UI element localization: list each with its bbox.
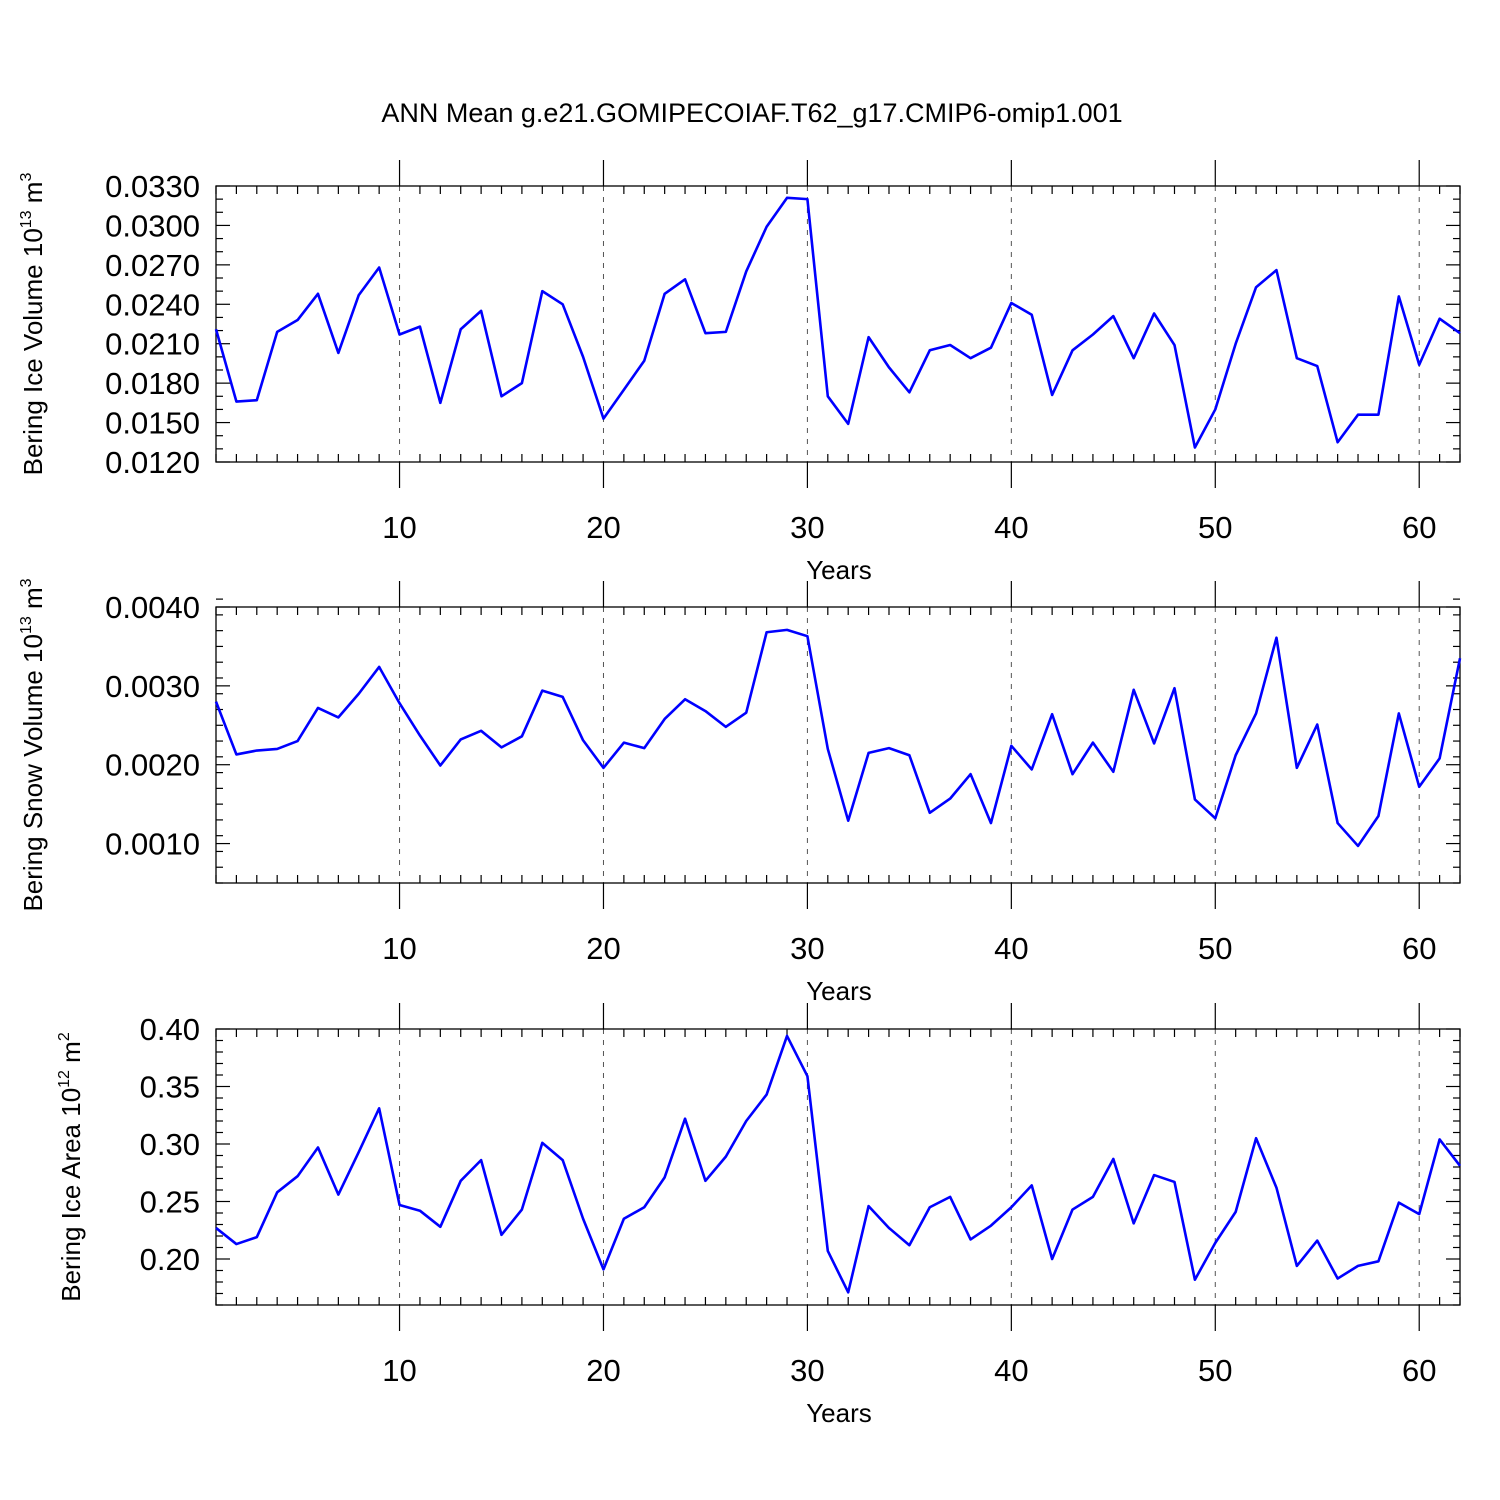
- x-tick-label: 40: [994, 510, 1028, 545]
- plot-frame: [215, 606, 1461, 884]
- y-axis-label-exponent: 12: [56, 1070, 73, 1088]
- y-tick-label: 0.0240: [105, 287, 200, 322]
- figure-title: ANN Mean g.e21.GOMIPECOIAF.T62_g17.CMIP6…: [381, 98, 1122, 128]
- y-tick-label: 0.0300: [105, 208, 200, 243]
- y-axis-label-unit: m: [56, 1041, 86, 1070]
- y-axis-label-exponent: 13: [18, 616, 35, 634]
- y-tick-label: 0.30: [140, 1127, 200, 1162]
- y-tick-label: 0.0120: [105, 445, 200, 480]
- plot-frame: [215, 185, 1461, 463]
- y-tick-label: 0.0010: [105, 827, 200, 862]
- y-axis-label-unit: m: [18, 587, 48, 616]
- y-axis-label-unit-exponent: 3: [18, 173, 35, 182]
- y-axis-label-unit: m: [18, 182, 48, 211]
- y-tick-label: 0.0210: [105, 327, 200, 362]
- y-axis-label-exponent: 13: [18, 210, 35, 228]
- y-axis-label-main: Bering Ice Area 10: [56, 1088, 86, 1302]
- x-tick-label: 30: [790, 1353, 824, 1388]
- y-tick-label: 0.0180: [105, 366, 200, 401]
- y-tick-label: 0.40: [140, 1012, 200, 1047]
- y-axis-label-main: Bering Snow Volume 10: [18, 634, 48, 912]
- y-axis-label: Bering Ice Area 1012 m2: [56, 1032, 86, 1302]
- panel-1: 10 20 30 40 50 60 Years 0.0120 0.0150 0.0180 0.021…: [18, 160, 1461, 585]
- panels: 10 20 30 40 50 60 Years 0.0120 0.0150 0.0180 0.021…: [18, 160, 1462, 1428]
- panel-3: 10 20 30 40 50 60 Years 0.20 0.25 0.30 0.35 0.40 Ber…: [56, 1003, 1462, 1428]
- x-tick-label: 60: [1402, 931, 1436, 966]
- y-axis-label-unit-exponent: 2: [56, 1032, 73, 1041]
- y-tick-label: 0.0270: [105, 248, 200, 283]
- x-axis-label: Years: [806, 555, 872, 585]
- x-tick-label: 10: [382, 931, 416, 966]
- y-tick-label: 0.0040: [105, 590, 200, 625]
- y-axis-label: Bering Snow Volume 1013 m3: [18, 578, 48, 911]
- x-axis-label: Years: [806, 976, 872, 1006]
- x-tick-label: 10: [382, 1353, 416, 1388]
- y-tick-label: 0.0150: [105, 406, 200, 441]
- y-tick-label: 0.0020: [105, 748, 200, 783]
- y-tick-label: 0.0330: [105, 169, 200, 204]
- y-tick-label: 0.0030: [105, 669, 200, 704]
- x-tick-label: 50: [1198, 1353, 1232, 1388]
- x-tick-label: 60: [1402, 510, 1436, 545]
- y-tick-label: 0.25: [140, 1185, 200, 1220]
- x-tick-label: 30: [790, 510, 824, 545]
- y-tick-label: 0.20: [140, 1242, 200, 1277]
- x-tick-label: 30: [790, 931, 824, 966]
- x-axis-label: Years: [806, 1398, 872, 1428]
- series-line: [214, 628, 1462, 848]
- x-tick-label: 20: [586, 931, 620, 966]
- x-tick-label: 40: [994, 931, 1028, 966]
- x-tick-label: 50: [1198, 931, 1232, 966]
- series-line: [214, 196, 1461, 449]
- y-axis-label-unit-exponent: 3: [18, 578, 35, 587]
- x-tick-label: 20: [586, 1353, 620, 1388]
- y-axis-label: Bering Ice Volume 1013 m3: [18, 173, 48, 476]
- panel-2: 10 20 30 40 50 60 Years 0.0010 0.0020 0.0030 0.004…: [18, 578, 1462, 1006]
- x-tick-label: 50: [1198, 510, 1232, 545]
- x-tick-label: 10: [382, 510, 416, 545]
- y-tick-label: 0.35: [140, 1070, 200, 1105]
- x-tick-label: 40: [994, 1353, 1028, 1388]
- y-axis-label-main: Bering Ice Volume 10: [18, 228, 48, 475]
- x-tick-label: 60: [1402, 1353, 1436, 1388]
- series-line: [215, 1034, 1462, 1294]
- x-tick-label: 20: [586, 510, 620, 545]
